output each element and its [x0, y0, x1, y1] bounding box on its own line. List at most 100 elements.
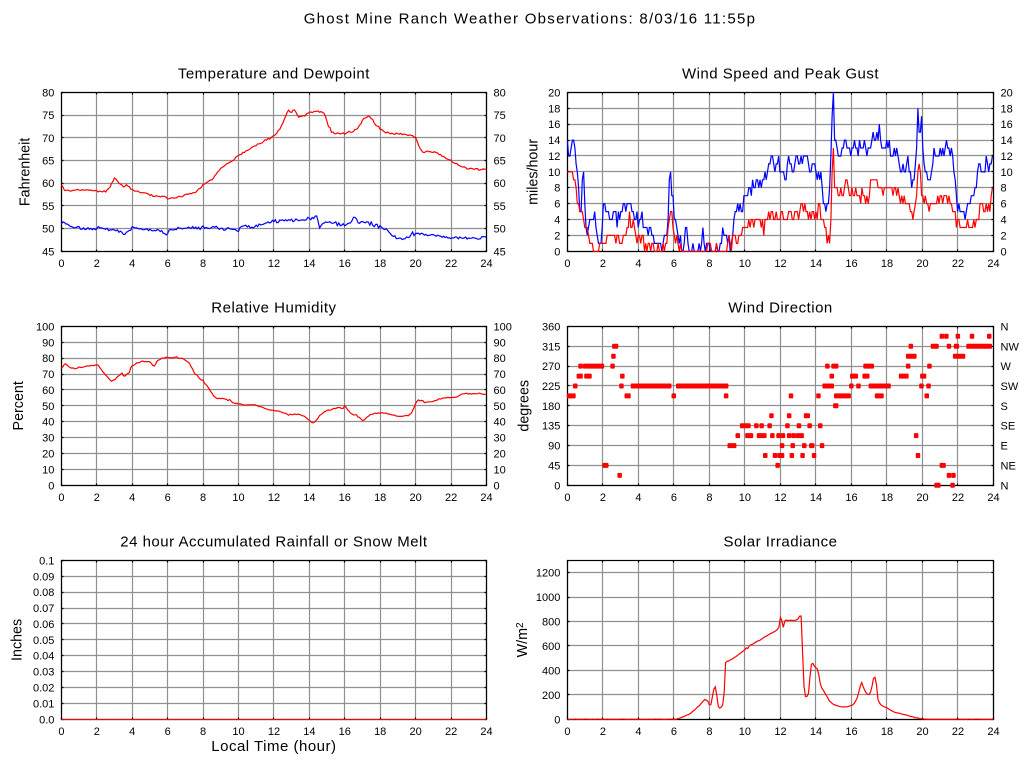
svg-text:0.05: 0.05 — [33, 635, 54, 647]
svg-text:NE: NE — [1001, 460, 1016, 472]
svg-text:4: 4 — [129, 258, 135, 270]
svg-text:Inches: Inches — [10, 619, 26, 661]
svg-text:8: 8 — [200, 258, 206, 270]
svg-text:45: 45 — [42, 246, 54, 258]
svg-text:70: 70 — [494, 369, 506, 381]
svg-text:4: 4 — [635, 726, 641, 738]
svg-text:0: 0 — [554, 246, 560, 258]
svg-text:10: 10 — [232, 726, 244, 738]
svg-text:30: 30 — [42, 433, 54, 445]
svg-text:Temperature and Dewpoint: Temperature and Dewpoint — [178, 65, 370, 82]
svg-text:W: W — [1001, 361, 1012, 373]
svg-text:14: 14 — [303, 492, 315, 504]
svg-text:14: 14 — [303, 258, 315, 270]
svg-text:0.04: 0.04 — [33, 651, 54, 663]
svg-text:1000: 1000 — [536, 592, 560, 604]
svg-text:4: 4 — [129, 492, 135, 504]
svg-text:20: 20 — [409, 726, 421, 738]
svg-text:16: 16 — [339, 726, 351, 738]
svg-text:50: 50 — [42, 401, 54, 413]
svg-text:90: 90 — [548, 441, 560, 453]
svg-text:10: 10 — [739, 492, 751, 504]
svg-text:0: 0 — [48, 480, 54, 492]
svg-text:40: 40 — [494, 417, 506, 429]
svg-text:24 hour Accumulated Rainfall o: 24 hour Accumulated Rainfall or Snow Mel… — [120, 533, 428, 550]
svg-text:70: 70 — [42, 133, 54, 145]
svg-text:4: 4 — [554, 215, 560, 227]
svg-text:2: 2 — [600, 258, 606, 270]
svg-text:65: 65 — [494, 156, 506, 168]
svg-text:20: 20 — [1001, 87, 1013, 99]
svg-text:20: 20 — [409, 258, 421, 270]
svg-text:22: 22 — [952, 726, 964, 738]
svg-text:75: 75 — [494, 110, 506, 122]
svg-text:270: 270 — [542, 361, 560, 373]
svg-text:800: 800 — [542, 617, 560, 629]
svg-text:2: 2 — [554, 230, 560, 242]
svg-text:6: 6 — [554, 199, 560, 211]
svg-text:0.03: 0.03 — [33, 667, 54, 679]
svg-text:12: 12 — [774, 726, 786, 738]
svg-text:20: 20 — [548, 87, 560, 99]
svg-text:Wind Speed and Peak Gust: Wind Speed and Peak Gust — [682, 65, 879, 82]
svg-text:6: 6 — [165, 726, 171, 738]
svg-text:2: 2 — [94, 726, 100, 738]
svg-text:50: 50 — [494, 401, 506, 413]
svg-text:2: 2 — [600, 726, 606, 738]
svg-text:0: 0 — [494, 480, 500, 492]
svg-text:200: 200 — [542, 690, 560, 702]
svg-text:0: 0 — [554, 714, 560, 726]
svg-text:20: 20 — [42, 449, 54, 461]
svg-text:2: 2 — [1001, 230, 1007, 242]
svg-text:Fahrenheit: Fahrenheit — [18, 138, 34, 206]
svg-text:80: 80 — [494, 87, 506, 99]
svg-text:75: 75 — [42, 110, 54, 122]
svg-text:60: 60 — [42, 178, 54, 190]
svg-text:10: 10 — [494, 464, 506, 476]
svg-text:60: 60 — [494, 385, 506, 397]
svg-text:0.01: 0.01 — [33, 698, 54, 710]
svg-text:24: 24 — [480, 492, 492, 504]
svg-text:Solar Irradiance: Solar Irradiance — [724, 533, 838, 550]
svg-text:Wind Direction: Wind Direction — [728, 299, 833, 316]
svg-text:45: 45 — [548, 460, 560, 472]
svg-text:18: 18 — [1001, 103, 1013, 115]
svg-text:16: 16 — [548, 119, 560, 131]
svg-text:NW: NW — [1001, 341, 1020, 353]
svg-text:24: 24 — [987, 492, 999, 504]
svg-text:12: 12 — [548, 151, 560, 163]
svg-text:0.08: 0.08 — [33, 587, 54, 599]
svg-text:6: 6 — [671, 258, 677, 270]
svg-text:8: 8 — [706, 258, 712, 270]
svg-text:16: 16 — [339, 492, 351, 504]
svg-text:40: 40 — [42, 417, 54, 429]
svg-text:20: 20 — [916, 258, 928, 270]
svg-text:18: 18 — [881, 258, 893, 270]
svg-text:0.09: 0.09 — [33, 571, 54, 583]
svg-text:400: 400 — [542, 665, 560, 677]
svg-text:0: 0 — [1001, 246, 1007, 258]
svg-text:6: 6 — [671, 726, 677, 738]
svg-text:20: 20 — [916, 726, 928, 738]
svg-text:18: 18 — [374, 492, 386, 504]
svg-text:Percent: Percent — [11, 381, 27, 430]
svg-text:12: 12 — [268, 258, 280, 270]
svg-text:Relative Humidity: Relative Humidity — [211, 299, 336, 316]
svg-text:12: 12 — [1001, 151, 1013, 163]
svg-text:4: 4 — [635, 258, 641, 270]
svg-text:225: 225 — [542, 381, 560, 393]
svg-text:10: 10 — [739, 726, 751, 738]
svg-text:8: 8 — [706, 492, 712, 504]
svg-text:miles/hour: miles/hour — [526, 139, 542, 205]
svg-text:80: 80 — [494, 353, 506, 365]
svg-text:14: 14 — [810, 726, 822, 738]
svg-text:315: 315 — [542, 341, 560, 353]
svg-text:0: 0 — [58, 258, 64, 270]
svg-text:8: 8 — [1001, 183, 1007, 195]
svg-text:10: 10 — [548, 167, 560, 179]
svg-text:20: 20 — [916, 492, 928, 504]
svg-text:100: 100 — [494, 321, 512, 333]
svg-text:0: 0 — [58, 492, 64, 504]
svg-text:360: 360 — [542, 321, 560, 333]
svg-text:18: 18 — [374, 258, 386, 270]
